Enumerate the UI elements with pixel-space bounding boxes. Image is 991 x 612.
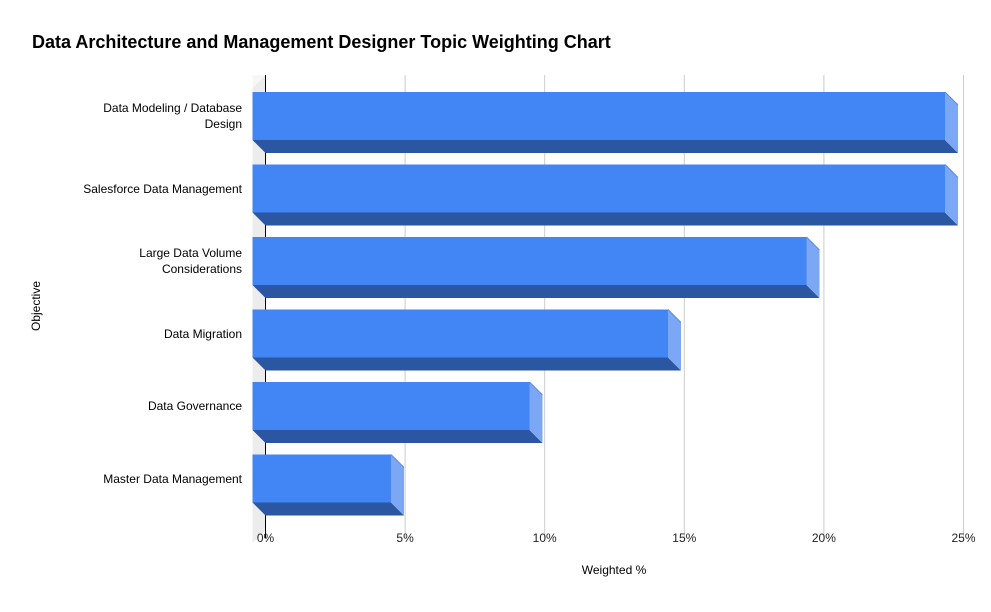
bar-end-face xyxy=(945,92,958,153)
bar-edge-crease xyxy=(667,309,682,323)
bar-face xyxy=(252,92,945,140)
bar-edge-crease xyxy=(944,164,959,178)
bar-end-face xyxy=(529,382,543,443)
x-axis-title: Weighted % xyxy=(581,563,647,577)
category-label: Data Governance xyxy=(147,399,242,413)
bar-end-face xyxy=(668,309,681,371)
bar-face xyxy=(252,382,530,430)
category-label: Data Migration xyxy=(163,326,242,341)
x-tick-label: 25% xyxy=(951,531,976,545)
bar-bottom-face xyxy=(252,357,681,371)
x-tick-label: 10% xyxy=(532,531,557,545)
x-tick-label: 15% xyxy=(672,531,697,545)
x-tick-label: 5% xyxy=(396,531,414,545)
bar-face xyxy=(252,309,668,358)
bar-bottom-face xyxy=(252,430,543,443)
bar-face xyxy=(252,164,945,213)
category-label: Large Data Volume Considerations xyxy=(139,246,242,276)
y-axis-title: Objective xyxy=(29,280,43,332)
bar-face xyxy=(252,237,807,285)
bar-edge-crease xyxy=(806,236,820,251)
chart-title: Data Architecture and Management Designe… xyxy=(32,32,611,52)
chart-wall-top xyxy=(252,75,266,88)
bar-bottom-face xyxy=(252,285,820,298)
bar-end-face xyxy=(806,237,820,298)
bar-face xyxy=(252,454,391,503)
bar-bottom-face xyxy=(252,140,958,153)
bar-edge-crease xyxy=(529,381,543,396)
category-label: Master Data Management xyxy=(103,471,242,486)
x-tick-label: 20% xyxy=(811,531,836,545)
bar-bottom-face xyxy=(252,502,404,516)
bar-end-face xyxy=(391,454,404,516)
bar-bottom-face xyxy=(252,212,958,226)
bar-edge-crease xyxy=(390,454,405,468)
x-tick-label: 0% xyxy=(256,531,275,545)
bar-end-face xyxy=(945,164,958,226)
category-label: Data Modeling / Database Design xyxy=(103,101,242,131)
category-label: Salesforce Data Management xyxy=(83,181,242,196)
bar-edge-crease xyxy=(944,91,959,106)
